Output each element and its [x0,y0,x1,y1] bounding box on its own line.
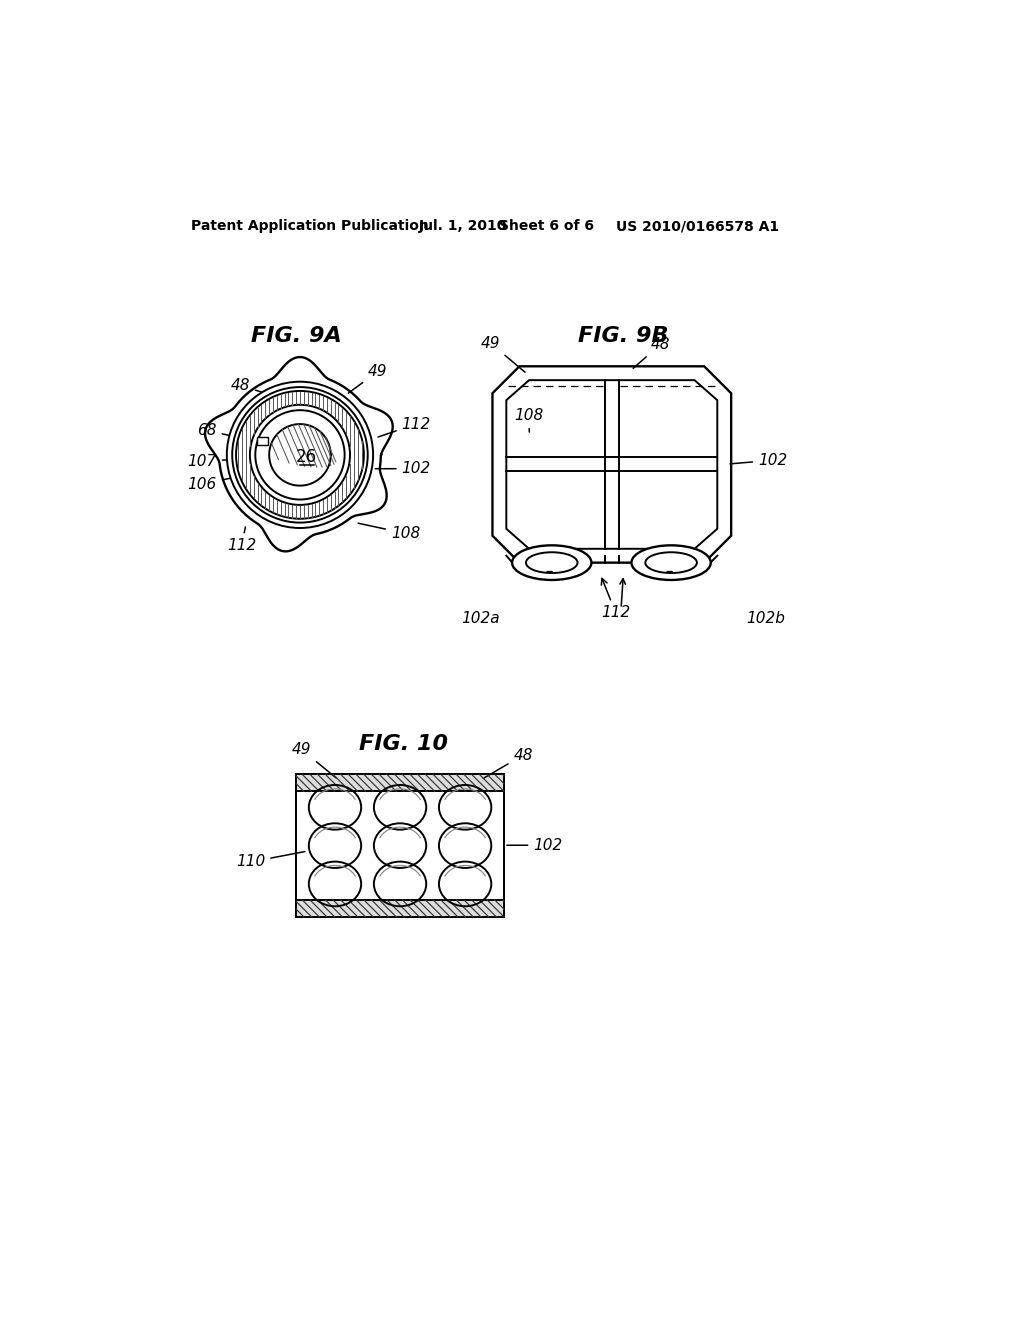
Polygon shape [205,358,393,552]
Text: 102a: 102a [462,611,500,627]
Text: 68: 68 [198,422,244,438]
Text: 49: 49 [292,742,336,777]
Ellipse shape [632,545,711,579]
Text: FIG. 10: FIG. 10 [359,734,449,754]
Text: 110: 110 [237,851,305,870]
Text: 102b: 102b [746,611,785,627]
Text: 107: 107 [187,454,251,469]
Text: 26: 26 [296,449,316,466]
Bar [296,900,504,917]
Polygon shape [493,367,731,562]
Text: 112: 112 [601,578,631,620]
Text: 108: 108 [514,408,544,432]
Bar [296,792,504,900]
Text: 102: 102 [375,461,431,477]
Text: FIG. 9A: FIG. 9A [251,326,341,346]
Bar [296,775,504,917]
Circle shape [232,387,368,523]
Bar [257,437,267,445]
Text: 102: 102 [507,838,562,853]
Text: US 2010/0166578 A1: US 2010/0166578 A1 [615,219,779,234]
Ellipse shape [512,545,592,579]
Text: 106: 106 [187,475,247,491]
Text: 48: 48 [483,747,532,779]
Text: Jul. 1, 2010: Jul. 1, 2010 [419,219,508,234]
Polygon shape [269,424,331,486]
Bar [296,775,504,791]
Text: Patent Application Publication: Patent Application Publication [190,219,428,234]
Text: 49: 49 [348,364,387,393]
Circle shape [226,381,373,528]
Text: 48: 48 [230,378,268,393]
Text: 48: 48 [633,337,670,368]
Circle shape [250,405,350,506]
Text: FIG. 9B: FIG. 9B [579,326,669,346]
Circle shape [237,391,364,519]
Text: 108: 108 [358,523,420,541]
Text: 112: 112 [378,417,431,437]
Text: 112: 112 [226,527,256,553]
Text: Sheet 6 of 6: Sheet 6 of 6 [499,219,594,234]
Text: 49: 49 [481,335,525,372]
Circle shape [255,411,345,499]
Text: 102: 102 [730,453,787,467]
